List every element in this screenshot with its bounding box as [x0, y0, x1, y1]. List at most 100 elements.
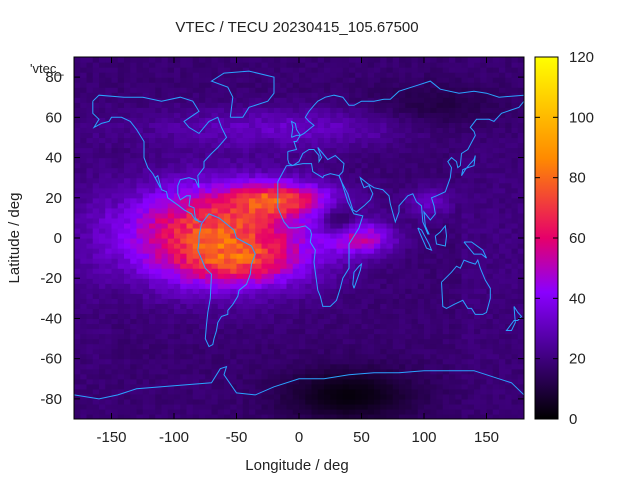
heatmap-cell	[186, 333, 194, 340]
heatmap-cell	[192, 328, 200, 335]
heatmap-cell	[205, 338, 213, 345]
heatmap-cell	[174, 192, 181, 199]
heatmap-cell	[411, 313, 419, 320]
heatmap-cell	[280, 283, 288, 289]
heatmap-cell	[136, 167, 144, 174]
heatmap-cell	[80, 373, 88, 380]
heatmap-cell	[349, 162, 356, 169]
heatmap-cell	[205, 398, 213, 405]
heatmap-cell	[167, 222, 175, 229]
heatmap-cell	[149, 263, 156, 269]
heatmap-cell	[361, 318, 369, 325]
heatmap-cell	[411, 117, 419, 123]
heatmap-cell	[436, 343, 444, 350]
heatmap-cell	[467, 112, 475, 118]
heatmap-cell	[474, 338, 481, 345]
heatmap-cell	[211, 222, 219, 229]
heatmap-cell	[505, 408, 513, 415]
heatmap-cell	[442, 82, 450, 88]
heatmap-cell	[374, 288, 381, 294]
heatmap-cell	[199, 122, 206, 128]
heatmap-cell	[74, 413, 81, 419]
heatmap-cell	[474, 227, 481, 234]
heatmap-cell	[199, 162, 206, 169]
heatmap-cell	[92, 212, 100, 219]
heatmap-cell	[461, 388, 469, 395]
heatmap-cell	[217, 132, 225, 139]
heatmap-cell	[430, 408, 438, 415]
heatmap-cell	[330, 283, 338, 289]
heatmap-cell	[117, 303, 125, 309]
heatmap-cell	[249, 162, 256, 169]
heatmap-cell	[192, 248, 200, 254]
heatmap-cell	[261, 308, 269, 315]
heatmap-cell	[480, 187, 488, 194]
heatmap-cell	[436, 172, 444, 179]
heatmap-cell	[411, 217, 419, 224]
heatmap-cell	[361, 142, 369, 149]
heatmap-cell	[142, 268, 150, 274]
heatmap-cell	[255, 348, 263, 355]
heatmap-cell	[74, 207, 81, 214]
heatmap-cell	[130, 227, 138, 234]
heatmap-cell	[261, 263, 269, 269]
heatmap-cell	[167, 283, 175, 289]
heatmap-cell	[430, 162, 438, 169]
heatmap-cell	[474, 353, 481, 360]
heatmap-cell	[267, 358, 275, 365]
heatmap-cell	[174, 67, 181, 73]
heatmap-cell	[449, 413, 456, 419]
heatmap-cell	[399, 162, 406, 169]
heatmap-cell	[199, 157, 206, 164]
heatmap-cell	[411, 323, 419, 330]
heatmap-cell	[86, 57, 94, 63]
heatmap-cell	[317, 263, 325, 269]
heatmap-cell	[180, 323, 188, 330]
heatmap-cell	[142, 232, 150, 239]
heatmap-cell	[417, 238, 425, 244]
heatmap-cell	[249, 383, 256, 390]
heatmap-cell	[267, 147, 275, 154]
heatmap-cell	[442, 333, 450, 340]
heatmap-cell	[286, 408, 294, 415]
heatmap-cell	[199, 142, 206, 149]
heatmap-cell	[505, 348, 513, 355]
heatmap-cell	[255, 268, 263, 274]
heatmap-cell	[80, 278, 88, 284]
heatmap-cell	[86, 328, 94, 335]
heatmap-cell	[399, 293, 406, 299]
heatmap-cell	[149, 378, 156, 385]
heatmap-cell	[149, 303, 156, 309]
heatmap-cell	[292, 283, 300, 289]
heatmap-cell	[355, 217, 363, 224]
heatmap-cell	[217, 157, 225, 164]
heatmap-cell	[117, 117, 125, 123]
heatmap-cell	[86, 338, 94, 345]
heatmap-cell	[124, 167, 131, 174]
heatmap-cell	[180, 207, 188, 214]
heatmap-cell	[105, 313, 113, 320]
heatmap-cell	[392, 263, 400, 269]
heatmap-cell	[305, 162, 313, 169]
heatmap-cell	[292, 238, 300, 244]
heatmap-cell	[374, 388, 381, 395]
heatmap-cell	[367, 72, 375, 78]
heatmap-cell	[449, 197, 456, 204]
heatmap-cell	[174, 373, 181, 380]
heatmap-cell	[361, 102, 369, 108]
heatmap-cell	[80, 157, 88, 164]
heatmap-cell	[436, 77, 444, 83]
heatmap-cell	[499, 243, 506, 249]
heatmap-cell	[442, 298, 450, 304]
heatmap-cell	[324, 192, 331, 199]
heatmap-cell	[436, 167, 444, 174]
heatmap-cell	[499, 202, 506, 209]
heatmap-cell	[99, 318, 106, 325]
heatmap-cell	[142, 403, 150, 410]
heatmap-cell	[192, 268, 200, 274]
heatmap-cell	[274, 383, 281, 390]
heatmap-cell	[86, 243, 94, 249]
heatmap-cell	[292, 243, 300, 249]
heatmap-cell	[136, 383, 144, 390]
heatmap-cell	[86, 333, 94, 340]
